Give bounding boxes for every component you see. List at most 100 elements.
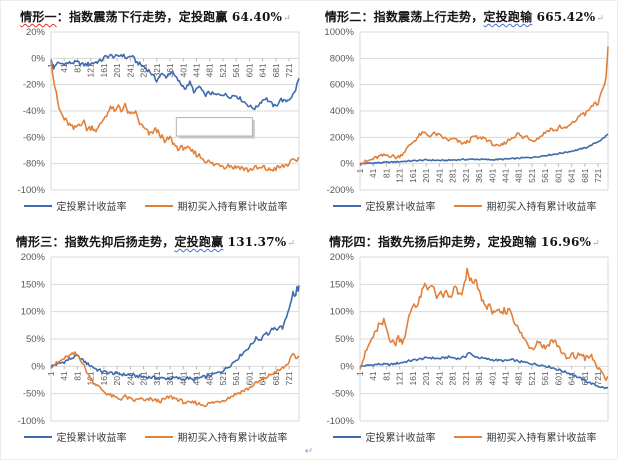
svg-text:681: 681 (271, 371, 281, 385)
svg-text:241: 241 (125, 63, 135, 77)
dca-line-swatch-icon (23, 204, 52, 207)
svg-text:1: 1 (355, 371, 365, 376)
legend-item-dca: 定投累计收益率 (23, 429, 127, 444)
svg-text:681: 681 (580, 168, 590, 182)
line-chart-scenario-4: 200% 150% 100% 50% 0% -50% -100% 1 41 81 121 161 201… (327, 252, 609, 427)
svg-text:600%: 600% (330, 80, 355, 91)
line-chart-scenario-1: 20%0%-20%-40%-60%-80%-100%1 41 81 121 161 201… (18, 27, 300, 196)
svg-text:0%: 0% (31, 361, 45, 372)
svg-text:601: 601 (553, 371, 563, 385)
svg-text:681: 681 (580, 371, 590, 385)
svg-text:81: 81 (72, 63, 82, 73)
legend-label: 期初买入持有累计收益率 (486, 202, 597, 213)
chart-title-4: 情形四：指数先扬后抑走势，定投跑输 16.96%↵ (329, 233, 600, 250)
svg-text:601: 601 (244, 63, 254, 77)
svg-text:-50%: -50% (23, 389, 46, 400)
return-mark-icon: ↵ (304, 446, 314, 457)
svg-text:321: 321 (461, 371, 471, 385)
svg-text:201: 201 (421, 371, 431, 385)
svg-text:561: 561 (231, 371, 241, 385)
svg-text:0%: 0% (340, 159, 354, 170)
buyhold-line-swatch-icon (453, 435, 482, 438)
buyhold-line-swatch-icon (144, 204, 173, 207)
svg-text:-100%: -100% (18, 416, 46, 427)
svg-text:281: 281 (139, 371, 149, 385)
svg-text:401: 401 (178, 63, 188, 77)
panel-scenario-3: 情形三：指数先抑后扬走势，定投跑赢 131.37%↵ 200% 150% 100% 5… (1, 226, 310, 447)
svg-text:-200%: -200% (327, 185, 355, 196)
legend-label: 定投累计收益率 (365, 433, 436, 444)
svg-text:641: 641 (567, 168, 577, 182)
svg-text:161: 161 (408, 168, 418, 182)
legend-item-dca: 定投累计收益率 (23, 198, 127, 213)
svg-text:281: 281 (448, 168, 458, 182)
chart-grid: 情形一：指数震荡下行走势，定投跑赢 64.40%↵ 20% 0% -20% -40% -… (1, 1, 617, 447)
svg-text:161: 161 (99, 63, 109, 77)
svg-text:150%: 150% (21, 279, 46, 290)
svg-text:521: 521 (527, 168, 537, 182)
legend-label: 定投累计收益率 (365, 202, 436, 213)
svg-text:-50%: -50% (332, 389, 355, 400)
legend-item-dca: 定投累计收益率 (332, 429, 436, 444)
svg-text:81: 81 (381, 168, 391, 178)
svg-text:201: 201 (112, 63, 122, 77)
chart-legend: 定投累计收益率 期初买入持有累计收益率 (23, 198, 288, 213)
chart-legend: 定投累计收益率 期初买入持有累计收益率 (332, 429, 597, 444)
svg-text:481: 481 (514, 168, 524, 182)
chart-legend: 定投累计收益率 期初买入持有累计收益率 (332, 198, 597, 213)
title-text: 131.37% (223, 235, 287, 249)
svg-text:561: 561 (540, 371, 550, 385)
proofing-mark: 情形一 (20, 10, 57, 24)
legend-label: 定投累计收益率 (56, 433, 127, 444)
panel-scenario-2: 情形二：指数震荡上行走势，定投跑输 665.42%↵ 1000% 800% 600%… (310, 1, 617, 226)
svg-text:521: 521 (218, 63, 228, 77)
svg-text:721: 721 (284, 371, 294, 385)
svg-text:361: 361 (165, 63, 175, 77)
buyhold-line-swatch-icon (144, 435, 173, 438)
proofing-mark: 定投跑输 (483, 10, 533, 24)
svg-text:641: 641 (567, 371, 577, 385)
svg-text:400%: 400% (330, 106, 355, 117)
svg-text:401: 401 (487, 371, 497, 385)
svg-text:481: 481 (514, 371, 524, 385)
svg-text:100%: 100% (330, 307, 355, 318)
svg-text:521: 521 (218, 371, 228, 385)
buyhold-line-swatch-icon (453, 204, 482, 207)
svg-text:-20%: -20% (23, 80, 46, 91)
legend-label: 期初买入持有累计收益率 (177, 202, 288, 213)
legend-item-buyhold: 期初买入持有累计收益率 (453, 198, 597, 213)
title-text: 情形三：指数先抑后扬走势， (15, 235, 175, 249)
svg-text:441: 441 (191, 63, 201, 77)
svg-text:-100%: -100% (18, 185, 46, 196)
title-text: 情形二：指数震荡上行走势， (324, 10, 484, 24)
svg-text:401: 401 (178, 371, 188, 385)
svg-text:200%: 200% (330, 252, 355, 263)
legend-label: 期初买入持有累计收益率 (486, 433, 597, 444)
svg-text:121: 121 (395, 168, 405, 182)
legend-item-buyhold: 期初买入持有累计收益率 (453, 429, 597, 444)
panel-scenario-1: 情形一：指数震荡下行走势，定投跑赢 64.40%↵ 20% 0% -20% -40% -… (1, 1, 310, 226)
svg-text:201: 201 (112, 371, 122, 385)
line-chart-scenario-2: 1000%800%600%400%200%0%-200%1 41 81 121 161 2… (324, 27, 609, 196)
dca-line-swatch-icon (332, 204, 361, 207)
svg-text:41: 41 (368, 371, 378, 381)
legend-item-buyhold: 期初买入持有累计收益率 (144, 429, 288, 444)
return-mark-icon: ↵ (596, 14, 605, 24)
svg-text:0%: 0% (340, 361, 354, 372)
svg-text:200%: 200% (330, 132, 355, 143)
svg-text:1000%: 1000% (324, 27, 354, 38)
svg-text:561: 561 (540, 168, 550, 182)
svg-text:20%: 20% (26, 27, 46, 38)
svg-text:800%: 800% (330, 53, 355, 64)
svg-text:321: 321 (461, 168, 471, 182)
svg-text:-60%: -60% (23, 132, 46, 143)
chart-legend: 定投累计收益率 期初买入持有累计收益率 (23, 429, 288, 444)
svg-text:481: 481 (205, 63, 215, 77)
svg-text:361: 361 (474, 168, 484, 182)
svg-text:-40%: -40% (23, 106, 46, 117)
svg-text:241: 241 (434, 168, 444, 182)
svg-text:121: 121 (86, 63, 96, 77)
svg-text:100%: 100% (21, 307, 46, 318)
svg-text:161: 161 (408, 371, 418, 385)
